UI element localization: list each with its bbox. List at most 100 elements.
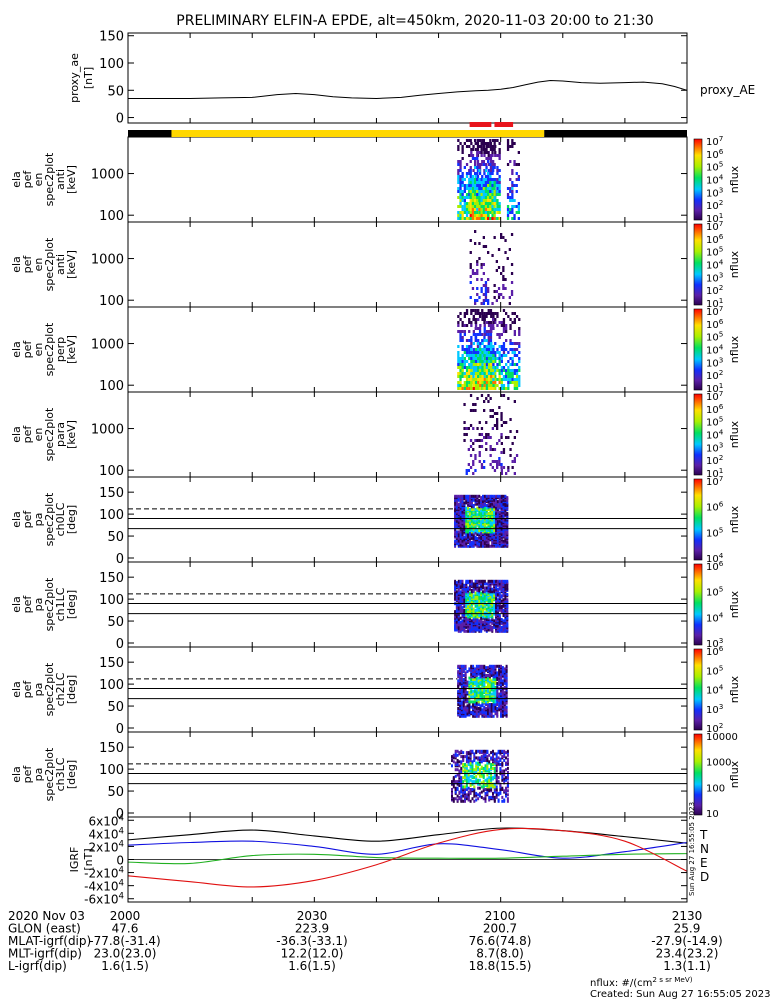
spec-cell: [482, 586, 484, 590]
colorbar-tick: 1000: [706, 758, 731, 769]
spec-cell: [487, 511, 490, 515]
spec-cell: [474, 403, 477, 406]
spec-cell: [474, 697, 476, 701]
colorbar-label: nflux: [728, 505, 741, 533]
spec-cell: [496, 312, 499, 315]
spectrogram-cells: [457, 139, 520, 220]
spec-cell: [511, 466, 514, 469]
spec-cell: [474, 205, 477, 208]
spec-cell: [485, 582, 488, 586]
spec-cell: [501, 681, 504, 685]
spec-cell: [461, 157, 464, 160]
spec-cell: [454, 768, 457, 772]
spec-cell: [492, 139, 495, 142]
spec-cell: [492, 671, 495, 675]
spec-cell: [471, 788, 474, 791]
spec-cell: [511, 169, 514, 172]
spec-cell: [483, 348, 486, 351]
spec-cell: [468, 348, 471, 351]
spec-cell: [503, 781, 506, 785]
spec-cell: [472, 681, 475, 685]
spec-cell: [467, 506, 470, 510]
ylabel-line: spec2plot: [43, 662, 56, 716]
spec-cell: [481, 184, 484, 187]
spec-cell: [485, 589, 488, 592]
spec-cell: [489, 172, 492, 175]
spec-cell: [515, 211, 518, 214]
ylabel-line: pa: [32, 683, 45, 697]
spec-cell: [474, 619, 477, 623]
spec-cell: [465, 619, 468, 623]
spec-cell: [486, 749, 489, 753]
spec-cell: [480, 781, 483, 785]
ytick-label: 150: [99, 741, 124, 756]
spec-cell: [513, 330, 516, 333]
spec-cell: [498, 169, 501, 172]
spec-cell: [468, 184, 471, 187]
ytick-label: 150: [99, 30, 124, 45]
spec-cell: [470, 351, 473, 354]
spec-cell: [459, 318, 462, 321]
spec-cell: [505, 778, 507, 782]
spec-cell: [496, 579, 499, 583]
spec-cell: [506, 753, 509, 757]
spec-cell: [476, 178, 479, 181]
spec-cell: [487, 543, 490, 547]
spec-cell: [517, 202, 520, 205]
spec-cell: [480, 770, 483, 774]
colorbar-tick: 106: [706, 401, 724, 416]
spec-cell: [459, 330, 462, 333]
spec-cell: [480, 790, 483, 794]
spec-cell: [456, 763, 459, 766]
spec-cell: [480, 774, 483, 778]
spec-cell: [506, 214, 510, 217]
spec-cell: [481, 668, 484, 672]
spec-cell: [498, 193, 501, 196]
spec-cell: [470, 689, 473, 693]
spec-cell: [463, 351, 466, 354]
spec-cell: [459, 620, 462, 624]
spec-cell: [515, 372, 519, 375]
spec-cell: [498, 363, 501, 366]
spec-cell: [490, 378, 493, 381]
spec-cell: [458, 769, 461, 773]
spec-cell: [481, 357, 484, 360]
spec-cell: [485, 506, 488, 510]
spec-cell: [496, 504, 499, 507]
spec-cell: [470, 685, 473, 689]
spec-cell: [493, 769, 496, 773]
ylabel-line: IGRF: [68, 847, 81, 873]
spec-cell: [463, 178, 466, 181]
spec-cell: [483, 527, 486, 531]
spec-cell: [461, 205, 464, 208]
spec-cell: [492, 752, 494, 756]
spec-cell: [484, 753, 487, 757]
spec-cell: [491, 534, 494, 538]
colorbar-label: nflux: [728, 760, 741, 788]
spec-cell: [459, 494, 462, 498]
spec-cell: [480, 535, 483, 539]
spec-cell: [489, 445, 492, 448]
spec-cell: [460, 678, 463, 681]
spec-cell: [492, 166, 495, 169]
spec-cell: [474, 457, 477, 460]
spec-cell: [463, 614, 466, 617]
spec-cell: [472, 375, 475, 378]
spec-cell: [503, 699, 506, 702]
spec-cell: [460, 776, 463, 780]
spec-cell: [478, 768, 481, 772]
spec-cell: [487, 378, 491, 381]
spec-cell: [461, 615, 464, 619]
spec-cell: [511, 145, 514, 148]
spec-cell: [495, 619, 498, 623]
ytick-label: 100: [99, 464, 124, 479]
spec-cell: [471, 154, 475, 157]
spec-cell: [513, 457, 516, 460]
spec-cell: [493, 196, 496, 199]
spec-cell: [463, 387, 466, 390]
spec-cell: [457, 706, 460, 710]
spec-cell: [482, 139, 485, 142]
spec-cell: [487, 178, 490, 181]
spec-cell: [465, 369, 469, 372]
